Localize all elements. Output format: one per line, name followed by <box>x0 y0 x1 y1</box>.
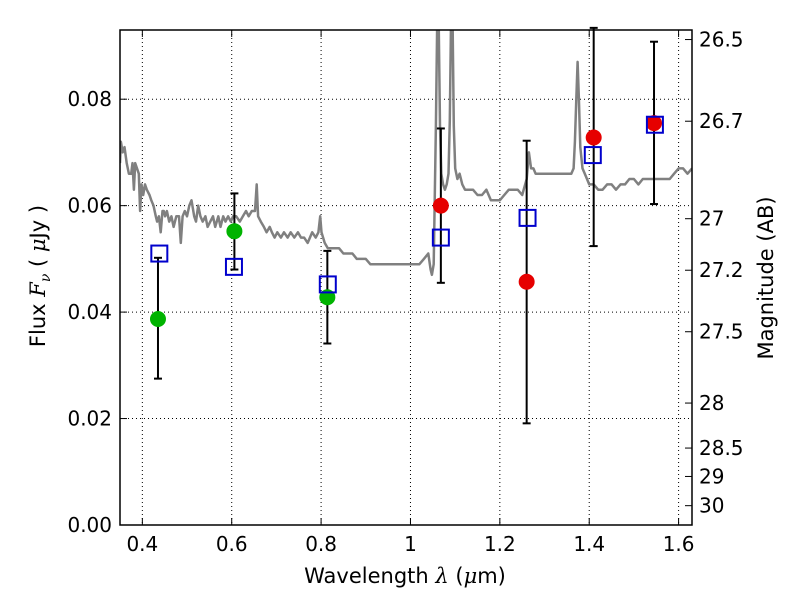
plot-frame <box>119 29 693 526</box>
magnitude-tick-label: 28 <box>699 391 724 415</box>
magnitude-tick-label: 28.5 <box>699 436 744 460</box>
y-tick-label: 0.02 <box>67 407 112 431</box>
y-tick-label: 0.06 <box>67 194 112 218</box>
data-point <box>432 197 449 214</box>
model-point <box>645 115 664 134</box>
data-markers <box>149 115 664 328</box>
x-tick-label: 0.4 <box>126 532 158 556</box>
magnitude-tick-label: 30 <box>699 494 724 518</box>
model-point <box>150 244 169 263</box>
x-tick-label: 1.2 <box>484 532 516 556</box>
axis-ticks <box>120 30 692 526</box>
model-point <box>583 146 602 165</box>
tick-labels: 0.4 0.6 0.8 1 1.2 1.4 1.6 0.00 0.02 0.04 0.06 0.08 2… <box>67 28 743 556</box>
magnitude-tick-label: 26.7 <box>699 109 744 133</box>
y-tick-label: 0.08 <box>67 87 112 111</box>
y-tick-label: 0.00 <box>67 513 112 537</box>
spectrum-line <box>120 30 692 277</box>
model-point <box>224 257 243 276</box>
x-axis-label: Wavelength λ (μm) <box>304 564 506 588</box>
magnitude-tick-label: 29 <box>699 464 724 488</box>
y-axis-label: Flux Fν ( μJy ) <box>26 205 54 347</box>
data-point <box>149 311 166 328</box>
data-point <box>585 129 602 146</box>
magnitude-tick-label: 26.5 <box>699 28 744 52</box>
magnitude-tick-label: 27.5 <box>699 320 744 344</box>
y-tick-label: 0.04 <box>67 300 112 324</box>
x-tick-label: 1.6 <box>663 532 695 556</box>
magnitude-axis-label: Magnitude (AB) <box>754 196 778 359</box>
data-point <box>518 273 535 290</box>
x-tick-label: 0.6 <box>216 532 248 556</box>
data-point <box>226 223 243 240</box>
magnitude-tick-label: 27 <box>699 207 724 231</box>
x-tick-label: 1 <box>404 532 417 556</box>
data-point <box>319 289 336 306</box>
grid <box>120 30 692 526</box>
x-tick-label: 0.8 <box>305 532 337 556</box>
model-point <box>518 208 537 227</box>
model-point <box>431 228 450 247</box>
data-point <box>646 115 663 132</box>
plot-series <box>120 30 692 277</box>
magnitude-tick-label: 27.2 <box>699 258 744 282</box>
x-tick-label: 1.4 <box>573 532 605 556</box>
model-point <box>318 275 337 294</box>
